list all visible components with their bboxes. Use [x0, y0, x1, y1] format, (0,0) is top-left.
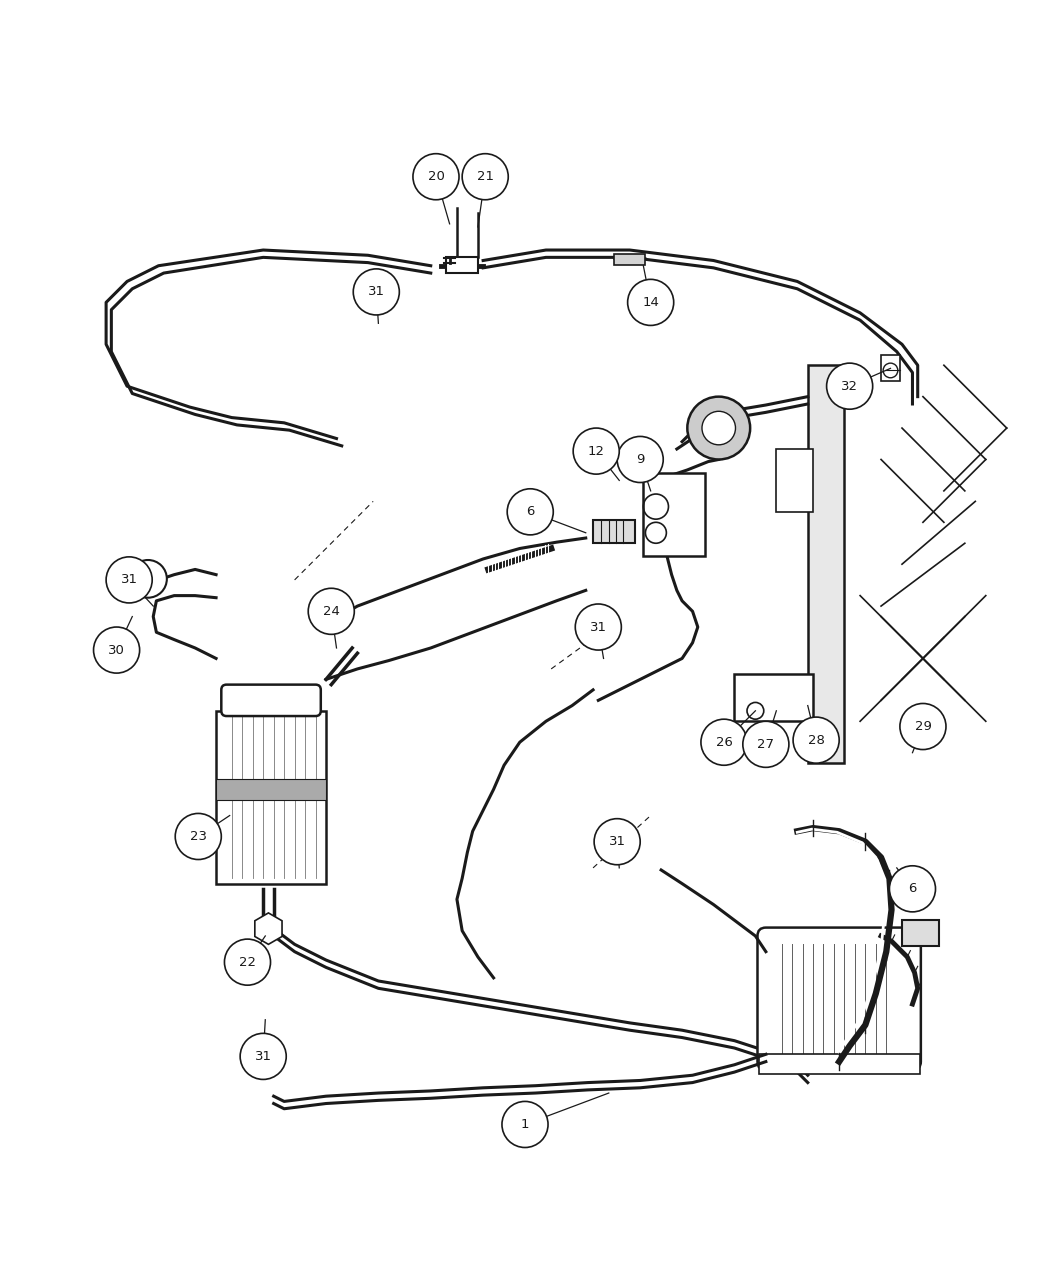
Text: 30: 30	[108, 644, 125, 657]
Circle shape	[462, 154, 508, 200]
Circle shape	[575, 604, 622, 650]
Text: 9: 9	[636, 453, 645, 465]
Circle shape	[889, 866, 936, 912]
Circle shape	[129, 560, 167, 598]
Bar	[807, 365, 844, 764]
Text: 27: 27	[757, 738, 774, 751]
Circle shape	[507, 488, 553, 536]
Circle shape	[628, 279, 674, 325]
Text: 22: 22	[239, 956, 256, 969]
Circle shape	[106, 557, 152, 603]
Text: 31: 31	[609, 835, 626, 848]
Circle shape	[502, 1102, 548, 1148]
Bar	[776, 449, 813, 511]
Circle shape	[225, 940, 271, 986]
Text: 21: 21	[477, 171, 493, 184]
Text: 31: 31	[590, 621, 607, 634]
Circle shape	[900, 704, 946, 750]
Circle shape	[793, 717, 839, 764]
Circle shape	[240, 1033, 287, 1080]
Circle shape	[617, 436, 664, 482]
FancyBboxPatch shape	[757, 928, 921, 1070]
Text: 31: 31	[121, 574, 138, 586]
FancyBboxPatch shape	[446, 258, 478, 273]
Text: 6: 6	[526, 505, 534, 519]
Text: 14: 14	[643, 296, 659, 309]
Circle shape	[353, 269, 399, 315]
Circle shape	[175, 813, 222, 859]
FancyBboxPatch shape	[222, 685, 321, 717]
Text: 32: 32	[841, 380, 858, 393]
Bar	[902, 921, 939, 946]
Bar	[614, 254, 646, 265]
Circle shape	[573, 428, 620, 474]
Text: 1: 1	[521, 1118, 529, 1131]
Bar	[734, 674, 813, 722]
Bar	[593, 520, 635, 543]
Circle shape	[309, 588, 354, 635]
Text: 12: 12	[588, 445, 605, 458]
Bar	[216, 779, 327, 799]
Text: 20: 20	[427, 171, 444, 184]
Bar	[881, 354, 900, 381]
Circle shape	[826, 363, 873, 409]
Text: 31: 31	[368, 286, 384, 298]
FancyBboxPatch shape	[644, 473, 706, 556]
Text: 23: 23	[190, 830, 207, 843]
Text: 31: 31	[255, 1049, 272, 1063]
Circle shape	[413, 154, 459, 200]
Text: 24: 24	[322, 604, 340, 618]
Circle shape	[93, 627, 140, 673]
Text: 28: 28	[807, 733, 824, 747]
Circle shape	[688, 397, 750, 459]
Circle shape	[702, 412, 735, 445]
FancyBboxPatch shape	[758, 1054, 920, 1075]
Text: 6: 6	[908, 882, 917, 895]
Text: 29: 29	[915, 720, 931, 733]
Text: 26: 26	[715, 736, 733, 748]
Circle shape	[594, 819, 640, 864]
Bar	[216, 710, 327, 884]
Circle shape	[701, 719, 747, 765]
Circle shape	[742, 722, 789, 768]
